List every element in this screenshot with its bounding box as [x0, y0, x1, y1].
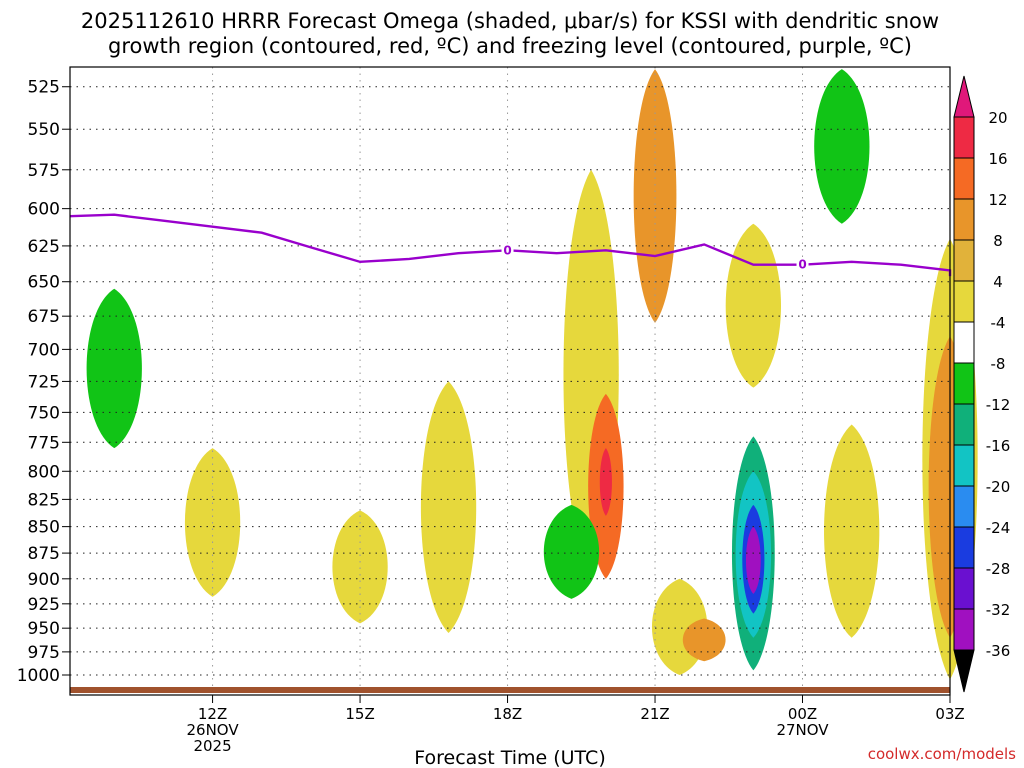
- colorbar-segment: [953, 280, 975, 323]
- omega-shaded-layer: [86, 69, 978, 680]
- colorbar-segment: [953, 567, 975, 610]
- x-axis-title: Forecast Time (UTC): [414, 747, 605, 768]
- y-tick-label: 775: [28, 433, 60, 453]
- colorbar-segment: [953, 198, 975, 241]
- y-tick-label: 825: [28, 490, 60, 510]
- colorbar-label: -4: [991, 314, 1006, 332]
- freezing-label-bg: [796, 257, 809, 272]
- y-tick-label: 725: [28, 372, 60, 392]
- omega-shaded-region: [86, 288, 142, 449]
- y-axis: 525 550 575 600 625 650 675 700 725 750 775 800 825 8…: [17, 78, 70, 686]
- omega-shaded-region: [420, 381, 477, 633]
- omega-shaded-region: [745, 526, 761, 594]
- colorbar-label: 12: [988, 191, 1007, 209]
- y-tick-label: 600: [28, 200, 60, 220]
- x-tick-label: 00Z: [788, 705, 817, 723]
- x-tick-label: 15Z: [345, 705, 374, 723]
- colorbar-segment: [953, 526, 975, 569]
- freezing-level-label: 0: [503, 243, 511, 257]
- colorbar-label: -16: [986, 437, 1011, 455]
- x-tick-date-label: 26NOV: [187, 721, 240, 739]
- credit-text: coolwx.com/models: [868, 745, 1016, 763]
- colorbar-top-arrow: [953, 75, 975, 118]
- colorbar-segment: [953, 608, 975, 651]
- y-tick-label: 675: [28, 307, 60, 327]
- omega-shaded-region: [824, 424, 880, 638]
- ground-strip: [70, 687, 950, 693]
- x-tick-date-label: 27NOV: [776, 721, 829, 739]
- colorbar-label: -32: [986, 601, 1011, 619]
- x-tick-label: 18Z: [493, 705, 522, 723]
- chart-title-line2: growth region (contoured, red, ºC) and f…: [108, 34, 912, 58]
- y-tick-label: 1000: [17, 666, 60, 686]
- omega-shaded-region: [599, 448, 612, 516]
- colorbar-label: -28: [986, 560, 1011, 578]
- y-tick-label: 900: [28, 570, 60, 590]
- y-tick-label: 875: [28, 544, 60, 564]
- colorbar: 20 16 12 8 4 -4 -8 -12 -16 -20 -24 -28 -32 -36: [953, 75, 1011, 693]
- y-tick-label: 950: [28, 619, 60, 639]
- omega-shaded-region: [814, 69, 870, 224]
- colorbar-segment: [953, 321, 975, 364]
- colorbar-label: -8: [991, 355, 1006, 373]
- colorbar-label: -20: [986, 478, 1011, 496]
- freezing-level-label: 0: [798, 258, 806, 272]
- y-tick-label: 975: [28, 643, 60, 663]
- omega-shaded-region: [543, 504, 600, 599]
- colorbar-label: 8: [993, 232, 1003, 250]
- x-tick-year-label: 2025: [193, 737, 231, 755]
- y-tick-label: 550: [28, 120, 60, 140]
- freezing-level-line: [69, 213, 952, 277]
- colorbar-segment: [953, 444, 975, 487]
- colorbar-segment: [953, 116, 975, 159]
- colorbar-label: -12: [986, 396, 1011, 414]
- omega-shaded-region: [682, 618, 726, 662]
- omega-shaded-region: [633, 69, 677, 323]
- x-tick-label: 12Z: [198, 705, 227, 723]
- y-tick-label: 625: [28, 237, 60, 257]
- colorbar-segment: [953, 403, 975, 446]
- y-tick-label: 650: [28, 273, 60, 293]
- colorbar-label: 16: [988, 150, 1007, 168]
- x-tick-label: 21Z: [640, 705, 669, 723]
- chart-title-line1: 2025112610 HRRR Forecast Omega (shaded, …: [81, 9, 939, 33]
- colorbar-segment: [953, 239, 975, 282]
- colorbar-label: 4: [993, 273, 1003, 291]
- y-tick-label: 525: [28, 78, 60, 98]
- y-tick-label: 750: [28, 403, 60, 423]
- freezing-level-layer: 00: [69, 213, 952, 277]
- x-tick-label: 03Z: [935, 705, 964, 723]
- colorbar-label: 20: [988, 109, 1007, 127]
- y-tick-label: 575: [28, 161, 60, 181]
- colorbar-label: -24: [986, 519, 1011, 537]
- plot-area: 00: [69, 66, 978, 696]
- colorbar-segment: [953, 157, 975, 200]
- colorbar-segment: [953, 362, 975, 405]
- colorbar-label: -36: [986, 642, 1011, 660]
- y-tick-label: 925: [28, 595, 60, 615]
- freezing-label-bg: [501, 243, 514, 258]
- y-tick-label: 850: [28, 518, 60, 538]
- colorbar-segment: [953, 485, 975, 528]
- y-tick-label: 800: [28, 462, 60, 482]
- colorbar-bottom-arrow: [953, 649, 975, 693]
- y-tick-label: 700: [28, 340, 60, 360]
- omega-shaded-region: [332, 510, 388, 624]
